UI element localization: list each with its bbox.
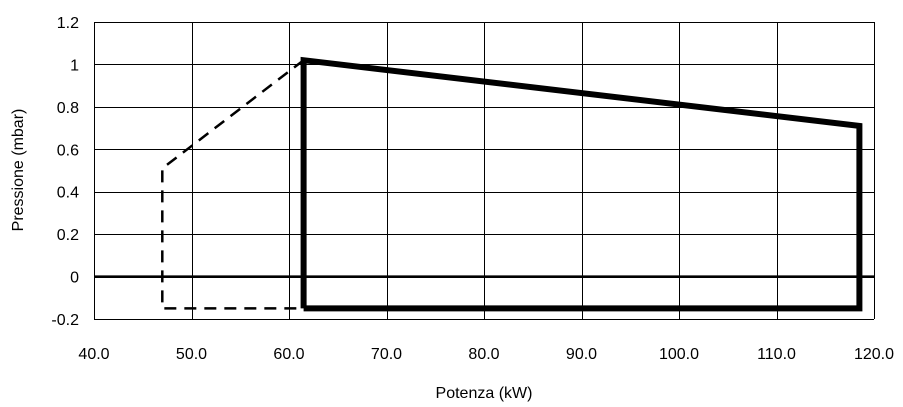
y-tick-label: 0.2 <box>57 227 79 244</box>
y-tick-label: 0.6 <box>57 142 79 159</box>
x-tick-labels: 40.0 50.0 60.0 70.0 80.0 90.0 100.0 110.0 120.0 <box>78 346 894 363</box>
y-tick-labels: -0.2 0 0.2 0.4 0.6 0.8 1 1.2 <box>51 15 79 329</box>
y-axis-label: Pressione (mbar) <box>10 109 27 232</box>
dashed-series-line <box>161 59 305 310</box>
x-tick-label: 80.0 <box>468 346 499 363</box>
grid <box>94 22 875 320</box>
series-layer <box>161 56 863 312</box>
x-tick-label: 50.0 <box>176 346 207 363</box>
x-tick-label: 40.0 <box>78 346 109 363</box>
y-tick-label: 1 <box>70 57 79 74</box>
y-tick-label: -0.2 <box>51 312 79 329</box>
x-tick-label: 100.0 <box>659 346 699 363</box>
x-tick-label: 70.0 <box>371 346 402 363</box>
x-axis-label: Potenza (kW) <box>436 385 533 402</box>
x-tick-label: 110.0 <box>757 346 796 363</box>
y-tick-label: 1.2 <box>57 15 79 32</box>
x-tick-label: 120.0 <box>854 346 894 363</box>
x-tick-label: 90.0 <box>566 346 597 363</box>
y-tick-label: 0.4 <box>57 185 79 202</box>
solid-series-line <box>300 56 863 312</box>
y-tick-label: 0 <box>70 270 79 287</box>
y-tick-label: 0.8 <box>57 100 79 117</box>
x-tick-label: 60.0 <box>273 346 304 363</box>
